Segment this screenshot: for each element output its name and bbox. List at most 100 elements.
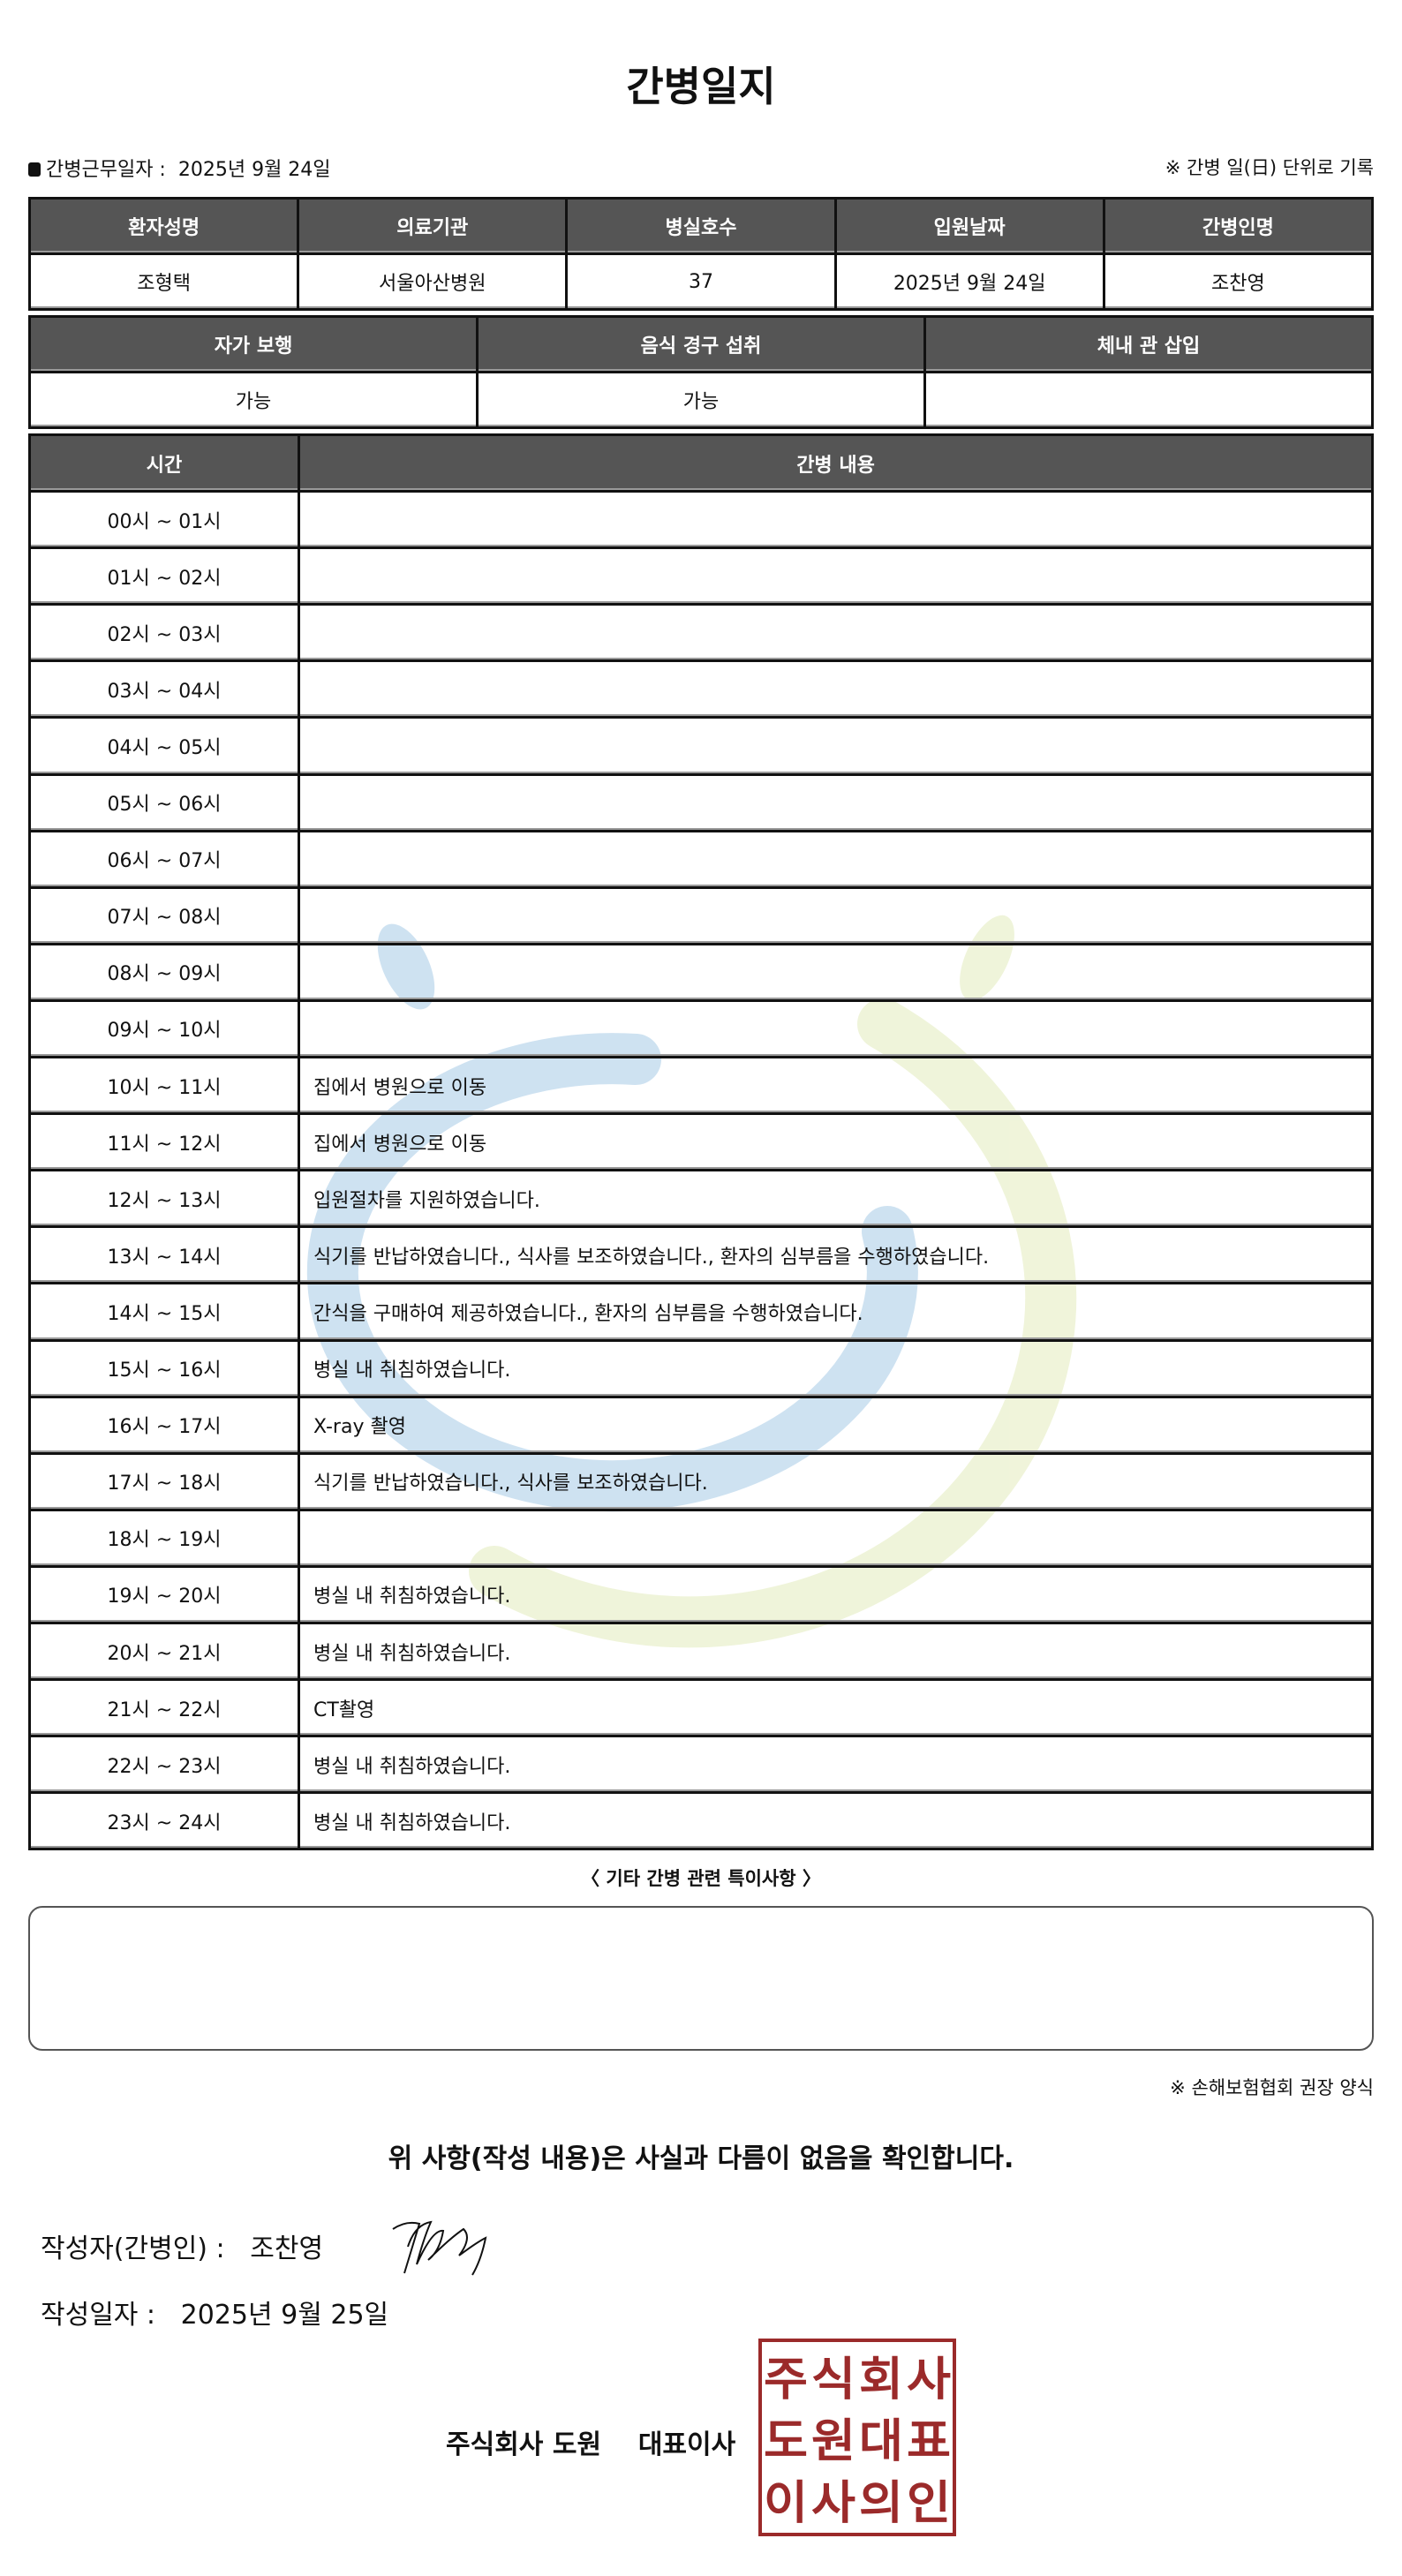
- log-time: 14시 ~ 15시: [28, 1282, 300, 1342]
- log-row: 08시 ~ 09시: [28, 942, 1374, 1002]
- seal-character: 표: [907, 2415, 951, 2468]
- seal-character: 도: [764, 2415, 808, 2468]
- log-time: 20시 ~ 21시: [28, 1621, 300, 1682]
- header-walking: 자가 보행: [28, 315, 479, 373]
- write-date: 작성일자 : 2025년 9월 25일: [41, 2293, 388, 2331]
- patient-table: 환자성명 의료기관 병실호수 입원날짜 간병인명 조형택 서울아산병원 37 2…: [27, 197, 1375, 311]
- log-time: 08시 ~ 09시: [28, 942, 300, 1002]
- etc-notes-box: [28, 1906, 1374, 2051]
- seal-character: 회: [859, 2354, 903, 2407]
- admission-date: 2025년 9월 24일: [833, 252, 1105, 311]
- log-content: [298, 716, 1374, 776]
- log-row: 19시 ~ 20시 병실 내 취침하였습니다.: [28, 1564, 1374, 1624]
- hospital: 서울아산병원: [297, 252, 569, 311]
- seal-character: 의: [859, 2477, 903, 2530]
- work-date-value: 2025년 9월 24일: [177, 159, 331, 181]
- log-content: [298, 546, 1374, 606]
- log-row: 05시 ~ 06시: [28, 772, 1374, 832]
- header-caregiver: 간병인명: [1102, 197, 1375, 255]
- log-row: 06시 ~ 07시: [28, 829, 1374, 889]
- log-content: 병실 내 취침하였습니다.: [298, 1621, 1374, 1682]
- company-role: 대표이사: [637, 2429, 736, 2460]
- log-content: 병실 내 취침하였습니다.: [298, 1735, 1374, 1795]
- log-row: 02시 ~ 03시: [28, 603, 1374, 663]
- writer-label: 작성자(간병인) :: [41, 2233, 225, 2264]
- oral-intake: 가능: [476, 371, 926, 429]
- header-patient-name: 환자성명: [27, 197, 300, 255]
- log-time: 22시 ~ 23시: [28, 1735, 300, 1795]
- room: 37: [565, 252, 837, 311]
- log-row: 13시 ~ 14시 식기를 반납하였습니다., 식사를 보조하였습니다., 환자의…: [28, 1225, 1374, 1285]
- log-content: 병실 내 취침하였습니다.: [298, 1791, 1374, 1851]
- log-content: 집에서 병원으로 이동: [298, 1112, 1374, 1172]
- patient-name: 조형택: [27, 252, 300, 311]
- log-row: 11시 ~ 12시 집에서 병원으로 이동: [28, 1112, 1374, 1172]
- log-time: 06시 ~ 07시: [28, 829, 300, 889]
- form-source-note: ※ 손해보험협회 권장 양식: [1170, 2077, 1374, 2098]
- log-row: 21시 ~ 22시 CT촬영: [28, 1678, 1374, 1738]
- seal-character: 원: [811, 2415, 856, 2468]
- log-time: 05시 ~ 06시: [28, 772, 300, 832]
- log-row: 18시 ~ 19시: [28, 1508, 1374, 1568]
- log-content: 식기를 반납하였습니다., 식사를 보조하였습니다.: [298, 1451, 1374, 1511]
- log-row: 16시 ~ 17시 X-ray 촬영: [28, 1395, 1374, 1455]
- log-time: 07시 ~ 08시: [28, 885, 300, 945]
- log-time: 03시 ~ 04시: [28, 659, 300, 719]
- log-time: 11시 ~ 12시: [28, 1112, 300, 1172]
- log-content: 간식을 구매하여 제공하였습니다., 환자의 심부름을 수행하였습니다.: [298, 1282, 1374, 1342]
- log-row: 23시 ~ 24시 병실 내 취침하였습니다.: [28, 1791, 1374, 1851]
- log-row: 10시 ~ 11시 집에서 병원으로 이동: [28, 1056, 1374, 1116]
- record-note: ※ 간병 일(日) 단위로 기록: [1165, 157, 1374, 178]
- header-oral-intake: 음식 경구 섭취: [476, 315, 926, 373]
- company-signoff: 주식회사 도원 대표이사: [446, 2422, 735, 2461]
- log-row: 20시 ~ 21시 병실 내 취침하였습니다.: [28, 1621, 1374, 1682]
- log-time: 04시 ~ 05시: [28, 716, 300, 776]
- log-time: 00시 ~ 01시: [28, 490, 300, 550]
- log-content: [298, 659, 1374, 719]
- log-content: [298, 829, 1374, 889]
- log-row: 09시 ~ 10시: [28, 998, 1374, 1059]
- writer: 작성자(간병인) : 조찬영: [41, 2226, 323, 2265]
- log-content: 병실 내 취침하였습니다.: [298, 1564, 1374, 1624]
- header-time: 시간: [28, 433, 300, 493]
- seal-character: 이: [764, 2477, 808, 2530]
- log-time: 19시 ~ 20시: [28, 1564, 300, 1624]
- log-row: 17시 ~ 18시 식기를 반납하였습니다., 식사를 보조하였습니다.: [28, 1451, 1374, 1511]
- log-content: X-ray 촬영: [298, 1395, 1374, 1455]
- log-time: 21시 ~ 22시: [28, 1678, 300, 1738]
- log-time: 09시 ~ 10시: [28, 998, 300, 1059]
- log-row: 22시 ~ 23시 병실 내 취침하였습니다.: [28, 1735, 1374, 1795]
- log-time: 10시 ~ 11시: [28, 1056, 300, 1116]
- log-content: [298, 998, 1374, 1059]
- seal-character: 사: [907, 2354, 951, 2407]
- header-content: 간병 내용: [298, 433, 1374, 493]
- tube: [923, 371, 1374, 429]
- care-log-table: 시간 간병 내용 00시 ~ 01시 01시 ~ 02시 02시 ~ 03시 03시 …: [28, 433, 1374, 1851]
- log-content: 식기를 반납하였습니다., 식사를 보조하였습니다., 환자의 심부름을 수행하…: [298, 1225, 1374, 1285]
- log-content: 집에서 병원으로 이동: [298, 1056, 1374, 1116]
- log-time: 15시 ~ 16시: [28, 1338, 300, 1398]
- header-room: 병실호수: [565, 197, 837, 255]
- header-hospital: 의료기관: [297, 197, 569, 255]
- write-date-label: 작성일자 :: [41, 2300, 156, 2331]
- log-time: 01시 ~ 02시: [28, 546, 300, 606]
- log-time: 13시 ~ 14시: [28, 1225, 300, 1285]
- log-time: 17시 ~ 18시: [28, 1451, 300, 1511]
- etc-label: 〈 기타 간병 관련 특이사항 〉: [581, 1868, 821, 1889]
- seal-character: 사: [811, 2477, 856, 2530]
- log-content: [298, 772, 1374, 832]
- work-date: 간병근무일자 : 2025년 9월 24일: [28, 154, 331, 182]
- log-content: CT촬영: [298, 1678, 1374, 1738]
- confirmation-statement: 위 사항(작성 내용)은 사실과 다름이 없음을 확인합니다.: [388, 2143, 1014, 2174]
- log-time: 18시 ~ 19시: [28, 1508, 300, 1568]
- log-time: 23시 ~ 24시: [28, 1791, 300, 1851]
- seal-character: 인: [907, 2477, 951, 2530]
- bullet-square-icon: [28, 162, 41, 177]
- seal-character: 식: [811, 2354, 856, 2407]
- write-date-value: 2025년 9월 25일: [180, 2300, 389, 2331]
- log-row: 12시 ~ 13시 입원절차를 지원하였습니다.: [28, 1169, 1374, 1229]
- log-content: [298, 942, 1374, 1002]
- work-date-label: 간병근무일자 :: [46, 159, 166, 181]
- log-content: 입원절차를 지원하였습니다.: [298, 1169, 1374, 1229]
